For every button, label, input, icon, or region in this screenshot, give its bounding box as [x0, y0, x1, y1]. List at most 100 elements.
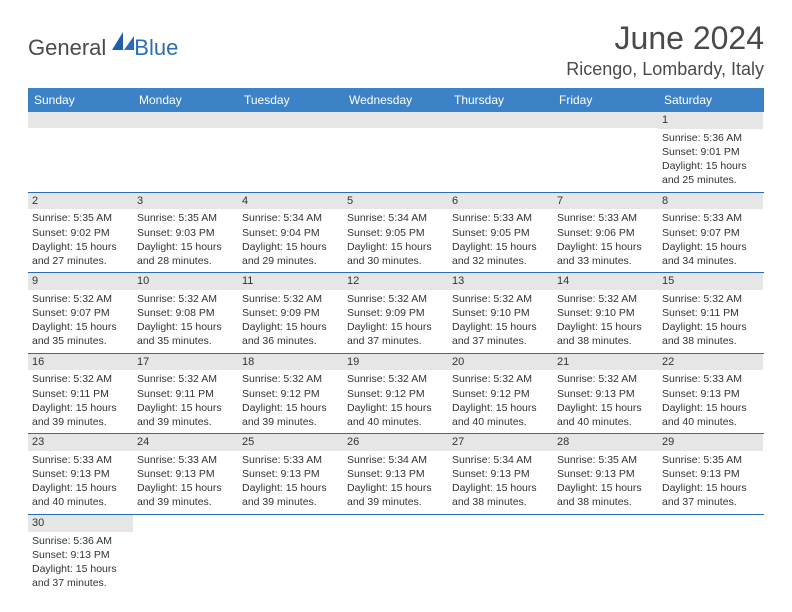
daylight-text-2: and 39 minutes. [242, 495, 339, 509]
sunrise-text: Sunrise: 5:34 AM [452, 453, 549, 467]
daylight-text-2: and 29 minutes. [242, 254, 339, 268]
day-number: 13 [448, 273, 553, 290]
logo-sail-icon [112, 32, 134, 55]
sunrise-text: Sunrise: 5:33 AM [662, 211, 759, 225]
sunset-text: Sunset: 9:11 PM [137, 387, 234, 401]
sunset-text: Sunset: 9:04 PM [242, 226, 339, 240]
day-cell-27: 27Sunrise: 5:34 AMSunset: 9:13 PMDayligh… [448, 434, 553, 514]
day-number [448, 515, 553, 531]
sunrise-text: Sunrise: 5:33 AM [137, 453, 234, 467]
daylight-text-2: and 36 minutes. [242, 334, 339, 348]
day-cell-8: 8Sunrise: 5:33 AMSunset: 9:07 PMDaylight… [658, 193, 763, 273]
empty-day-cell [28, 112, 133, 192]
sunrise-text: Sunrise: 5:32 AM [557, 372, 654, 386]
day-number [238, 515, 343, 531]
daylight-text-1: Daylight: 15 hours [32, 240, 129, 254]
day-number: 24 [133, 434, 238, 451]
daylight-text-2: and 27 minutes. [32, 254, 129, 268]
daylight-text-2: and 28 minutes. [137, 254, 234, 268]
daylight-text-2: and 37 minutes. [452, 334, 549, 348]
sunset-text: Sunset: 9:13 PM [347, 467, 444, 481]
day-number [133, 515, 238, 531]
sunrise-text: Sunrise: 5:33 AM [242, 453, 339, 467]
title-block: June 2024 Ricengo, Lombardy, Italy [566, 20, 764, 80]
week-row: 2Sunrise: 5:35 AMSunset: 9:02 PMDaylight… [28, 193, 764, 274]
sunset-text: Sunset: 9:11 PM [662, 306, 759, 320]
day-number: 7 [553, 193, 658, 210]
sunset-text: Sunset: 9:12 PM [347, 387, 444, 401]
daylight-text-1: Daylight: 15 hours [557, 401, 654, 415]
day-cell-5: 5Sunrise: 5:34 AMSunset: 9:05 PMDaylight… [343, 193, 448, 273]
day-cell-18: 18Sunrise: 5:32 AMSunset: 9:12 PMDayligh… [238, 354, 343, 434]
day-number: 8 [658, 193, 763, 210]
day-number: 28 [553, 434, 658, 451]
daylight-text-1: Daylight: 15 hours [347, 481, 444, 495]
day-number: 21 [553, 354, 658, 371]
day-number: 15 [658, 273, 763, 290]
sunrise-text: Sunrise: 5:34 AM [242, 211, 339, 225]
day-cell-20: 20Sunrise: 5:32 AMSunset: 9:12 PMDayligh… [448, 354, 553, 434]
day-number: 1 [658, 112, 763, 129]
weekday-header-friday: Friday [553, 88, 658, 112]
day-number [343, 515, 448, 531]
day-cell-7: 7Sunrise: 5:33 AMSunset: 9:06 PMDaylight… [553, 193, 658, 273]
empty-day-cell [133, 515, 238, 595]
day-number: 29 [658, 434, 763, 451]
day-number: 23 [28, 434, 133, 451]
sunrise-text: Sunrise: 5:32 AM [137, 292, 234, 306]
daylight-text-2: and 40 minutes. [347, 415, 444, 429]
sunrise-text: Sunrise: 5:32 AM [347, 372, 444, 386]
daylight-text-1: Daylight: 15 hours [137, 401, 234, 415]
daylight-text-1: Daylight: 15 hours [557, 481, 654, 495]
empty-day-cell [343, 112, 448, 192]
day-cell-26: 26 Sunrise: 5:34 AMSunset: 9:13 PMDayligh… [343, 434, 448, 514]
day-cell-3: 3Sunrise: 5:35 AMSunset: 9:03 PMDaylight… [133, 193, 238, 273]
sunrise-text: Sunrise: 5:34 AM [347, 453, 444, 467]
sunset-text: Sunset: 9:05 PM [452, 226, 549, 240]
sunset-text: Sunset: 9:06 PM [557, 226, 654, 240]
sunrise-text: Sunrise: 5:32 AM [32, 292, 129, 306]
daylight-text-1: Daylight: 15 hours [557, 320, 654, 334]
sunset-text: Sunset: 9:13 PM [452, 467, 549, 481]
empty-day-cell [658, 515, 763, 595]
sunset-text: Sunset: 9:02 PM [32, 226, 129, 240]
day-number [448, 112, 553, 128]
daylight-text-1: Daylight: 15 hours [662, 240, 759, 254]
sunset-text: Sunset: 9:10 PM [557, 306, 654, 320]
sunset-text: Sunset: 9:09 PM [347, 306, 444, 320]
day-cell-25: 25Sunrise: 5:33 AMSunset: 9:13 PMDayligh… [238, 434, 343, 514]
day-cell-19: 19Sunrise: 5:32 AMSunset: 9:12 PMDayligh… [343, 354, 448, 434]
daylight-text-1: Daylight: 15 hours [347, 240, 444, 254]
sunrise-text: Sunrise: 5:32 AM [452, 292, 549, 306]
sunset-text: Sunset: 9:13 PM [32, 548, 129, 562]
empty-day-cell [343, 515, 448, 595]
sunrise-text: Sunrise: 5:32 AM [662, 292, 759, 306]
empty-day-cell [133, 112, 238, 192]
sunset-text: Sunset: 9:12 PM [452, 387, 549, 401]
day-cell-23: 23Sunrise: 5:33 AMSunset: 9:13 PMDayligh… [28, 434, 133, 514]
daylight-text-1: Daylight: 15 hours [137, 240, 234, 254]
daylight-text-2: and 33 minutes. [557, 254, 654, 268]
sunset-text: Sunset: 9:09 PM [242, 306, 339, 320]
day-cell-14: 14Sunrise: 5:32 AMSunset: 9:10 PMDayligh… [553, 273, 658, 353]
weekday-header-tuesday: Tuesday [238, 88, 343, 112]
sunrise-text: Sunrise: 5:32 AM [137, 372, 234, 386]
day-number: 5 [343, 193, 448, 210]
daylight-text-2: and 34 minutes. [662, 254, 759, 268]
daylight-text-1: Daylight: 15 hours [32, 320, 129, 334]
day-cell-10: 10Sunrise: 5:32 AMSunset: 9:08 PMDayligh… [133, 273, 238, 353]
sunrise-text: Sunrise: 5:36 AM [662, 131, 759, 145]
sunset-text: Sunset: 9:13 PM [242, 467, 339, 481]
sunrise-text: Sunrise: 5:32 AM [452, 372, 549, 386]
sunset-text: Sunset: 9:13 PM [662, 387, 759, 401]
day-number [28, 112, 133, 128]
day-number: 2 [28, 193, 133, 210]
daylight-text-2: and 37 minutes. [347, 334, 444, 348]
daylight-text-1: Daylight: 15 hours [242, 240, 339, 254]
week-row: 16Sunrise: 5:32 AMSunset: 9:11 PMDayligh… [28, 354, 764, 435]
sunset-text: Sunset: 9:13 PM [32, 467, 129, 481]
daylight-text-2: and 35 minutes. [32, 334, 129, 348]
weeks-container: 1Sunrise: 5:36 AMSunset: 9:01 PMDaylight… [28, 112, 764, 594]
day-number: 26 [343, 434, 448, 451]
daylight-text-2: and 40 minutes. [452, 415, 549, 429]
